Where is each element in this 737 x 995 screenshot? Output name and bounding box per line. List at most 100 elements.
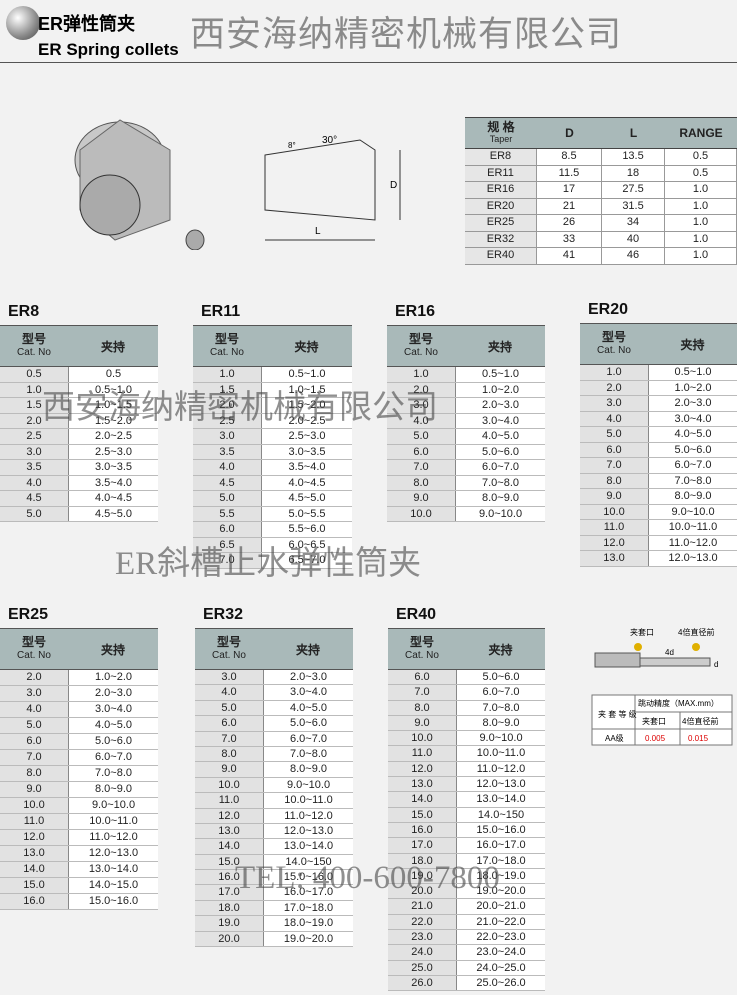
header-cell: 型号 Cat. No	[193, 333, 261, 359]
header-cell: 型号 Cat. No	[0, 636, 68, 662]
table-row: 8.0 7.0~8.0	[387, 475, 545, 491]
cell: 20.0	[388, 884, 457, 899]
table-row: 5.5 5.0~5.5	[193, 506, 352, 522]
table-row: 4.0 3.0~4.0	[195, 685, 353, 701]
table-row: 3.0 2.0~3.0	[580, 396, 737, 412]
table-row: 10.0 9.0~10.0	[0, 798, 158, 814]
cell: 15.0~16.0	[457, 822, 545, 838]
cell: 3.0	[387, 398, 456, 413]
header-cell: 型号 Cat. No	[195, 636, 263, 662]
cell: 1.5	[193, 382, 262, 397]
cell: 25.0~26.0	[457, 975, 545, 991]
cell: 3.0~3.5	[262, 444, 352, 459]
cell: 8.0	[388, 700, 457, 715]
table-row: 10.0 9.0~10.0	[388, 731, 545, 747]
header-en: Cat. No	[404, 347, 438, 358]
cell: 6.0	[388, 670, 457, 685]
table-row: 7.0 6.0~7.0	[580, 458, 737, 474]
table-row: 2.0 1.5~2.0	[0, 413, 158, 429]
cell: 3.0	[193, 429, 262, 444]
cell: 16.0	[0, 894, 69, 909]
cell: 3.5	[0, 460, 69, 475]
table-row: 19.0 18.0~19.0	[195, 916, 353, 932]
cell: 21	[537, 198, 602, 214]
header-cell: 型号 Cat. No	[0, 333, 68, 359]
cell: 1.0~1.5	[69, 398, 158, 413]
table-row: 14.0 13.0~14.0	[195, 839, 353, 855]
header-en: Cat. No	[210, 347, 244, 358]
cell: 4.0	[0, 702, 69, 717]
cell: 11.5	[537, 165, 602, 181]
label: 4d	[665, 648, 674, 657]
table-row: 12.0 11.0~12.0	[580, 535, 737, 551]
cell: 5.5~6.0	[262, 522, 352, 537]
cell: 8.5	[537, 149, 602, 165]
cell: 26	[537, 215, 602, 231]
table-row: 15.0 14.0~150	[388, 807, 545, 823]
cell: 34	[602, 215, 666, 231]
cell: 21.0	[388, 899, 457, 914]
cell: 13.0	[388, 777, 457, 792]
cell: 22.0	[388, 914, 457, 930]
table-row: 5.0 4.5~5.0	[0, 506, 158, 522]
cell: 11.0	[580, 520, 649, 535]
cell: 26.0	[388, 975, 457, 991]
table-row: 15.0 14.0~150	[195, 854, 353, 871]
cell: 7.0	[388, 685, 457, 700]
cell: 9.0~10.0	[264, 777, 353, 793]
cell: 18.0~19.0	[457, 868, 545, 884]
table-row: 11.0 10.0~11.0	[0, 814, 158, 830]
cell: 8.0~9.0	[456, 491, 545, 506]
cell: 40	[602, 231, 666, 247]
table-row: 14.0 13.0~14.0	[0, 862, 158, 878]
cell: 15.0~16.0	[69, 894, 158, 909]
cell: 13.0~14.0	[69, 862, 158, 877]
table-row: 2.5 2.0~2.5	[193, 413, 352, 429]
cell: 0.5~1.0	[649, 365, 737, 380]
cell: 1.0~2.0	[649, 380, 737, 395]
label: 夹套口	[642, 716, 666, 726]
cell: 17.0~18.0	[457, 853, 545, 868]
table-row: 1.0 0.5~1.0	[0, 382, 158, 398]
cell: 1.0	[193, 367, 262, 382]
collet-table: 型号 Cat. No 夹持 2.0 1.0~2.0 3.0 2.0~3.0 4.0 3.0~4.…	[0, 628, 158, 910]
label: 夹 套 等 级	[598, 709, 637, 719]
table-row: 7.0 6.0~7.0	[388, 685, 545, 701]
table-row: 7.0 6.0~7.0	[387, 460, 545, 476]
cell: 18.0	[195, 900, 264, 916]
cell: 1.0~2.0	[69, 670, 158, 685]
cell: 15.0	[195, 854, 264, 870]
table-row: 19.0 18.0~19.0	[388, 868, 545, 885]
table-row: 1.0 0.5~1.0	[193, 367, 352, 383]
cell: 0.005	[645, 734, 666, 743]
cell: 4.0~5.0	[649, 427, 737, 442]
table-row: 5.0 4.0~5.0	[195, 700, 353, 717]
cell: 0.5~1.0	[262, 367, 352, 382]
cell: 3.0~4.0	[264, 685, 353, 700]
cell: 13.0	[0, 846, 69, 861]
cell: 7.0~8.0	[456, 475, 545, 490]
table-title: ER40	[396, 606, 437, 623]
table-title: ER20	[588, 301, 629, 318]
cell: 6.0	[387, 444, 456, 459]
cell: 8.0~9.0	[69, 782, 158, 797]
cell: 20.0~21.0	[457, 899, 545, 914]
collet-table: 型号 Cat. No 夹持 0.5 0.5 1.0 0.5~1.0 1.5 1.0~1.5 2.0…	[0, 325, 158, 522]
header-en: Cat. No	[405, 650, 439, 661]
cell: 7.0	[387, 460, 456, 475]
cell: 12.0~13.0	[457, 777, 545, 792]
cell: 13.0	[195, 823, 264, 839]
dim-l: L	[315, 226, 321, 237]
spec-row: ER11 11.5 18 0.5	[465, 165, 737, 182]
header-cell: 夹持	[100, 339, 125, 354]
table-row: 4.0 3.5~4.0	[193, 460, 352, 476]
cell: 2.0	[580, 380, 649, 395]
title-cn: ER弹性筒夹	[38, 14, 136, 34]
cell: 21.0~22.0	[457, 914, 545, 930]
cell: 4.0~4.5	[262, 475, 352, 490]
cell: 13.5	[602, 149, 666, 165]
table-row: 23.0 22.0~23.0	[388, 930, 545, 946]
cell: 14.0	[0, 862, 69, 877]
cell: 5.0	[0, 718, 69, 733]
cell: AA级	[605, 733, 624, 743]
